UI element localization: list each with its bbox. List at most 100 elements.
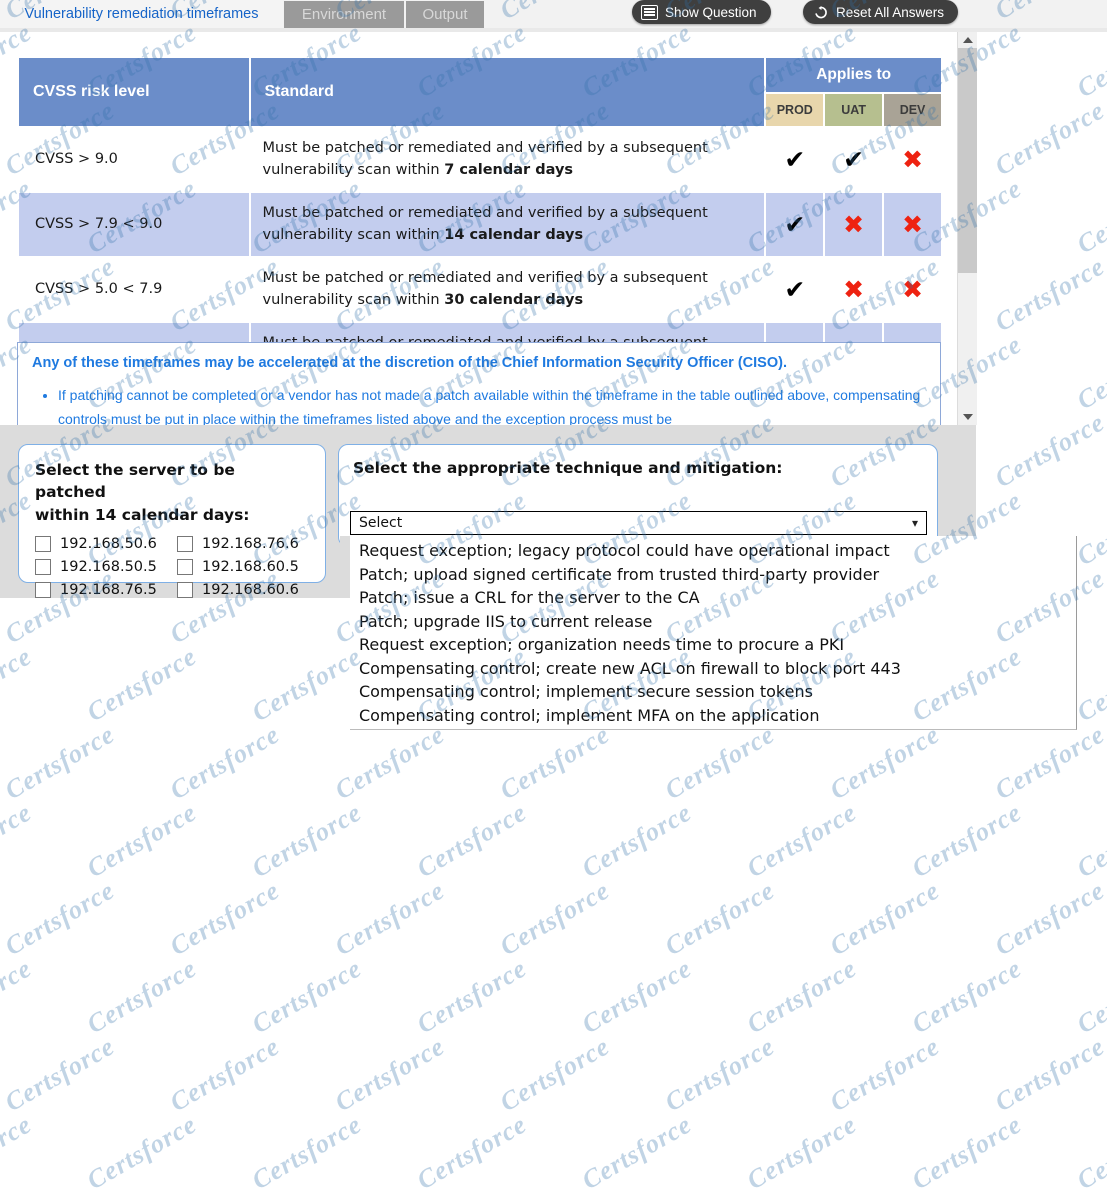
checkbox-row[interactable]: 192.168.60.5 (177, 559, 319, 576)
tab-output[interactable]: Output (406, 1, 484, 28)
cross-icon: ✖ (902, 209, 924, 239)
watermark-text: Certsforce (247, 641, 367, 728)
dropdown-option[interactable]: Compensating control; create new ACL on … (359, 658, 901, 678)
checkbox-192-168-50-5[interactable] (35, 559, 51, 576)
watermark-text: Certsforce (495, 1031, 615, 1118)
technique-panel-title: Select the appropriate technique and mit… (353, 459, 783, 477)
watermark-text: Certsforce (1072, 173, 1107, 260)
dropdown-option[interactable]: Compensating control; implement secure s… (359, 682, 813, 701)
dropdown-option[interactable]: Patch; upload signed certificate from tr… (359, 564, 880, 584)
watermark-text: Certsforce (0, 1109, 37, 1196)
note-bullet: If patching cannot be completed or a ven… (58, 383, 926, 425)
table-row: CVSS > 5.0 < 7.9 Must be patched or reme… (19, 257, 941, 321)
cell-dev-mark: ✖ (884, 128, 941, 191)
dropdown-option[interactable]: Patch; upgrade IIS to current release (359, 611, 653, 631)
table-subheader-row: PROD UAT DEV (19, 94, 941, 126)
watermark-text: Certsforce (0, 797, 37, 884)
checkbox-row[interactable]: 192.168.50.6 (35, 536, 177, 553)
watermark-text: Certsforce (0, 953, 37, 1040)
checkbox-192-168-60-6[interactable] (177, 582, 193, 599)
tab-vulnerability-remediation-timeframes[interactable]: Vulnerability remediation timeframes (0, 0, 283, 28)
table-row: CVSS > 7.9 < 9.0 Must be patched or reme… (19, 192, 941, 256)
checkbox-192-168-76-6[interactable] (177, 536, 193, 553)
dropdown-option[interactable]: Patch; issue a CRL for the server to the… (359, 588, 700, 607)
watermark-text: Certsforce (990, 95, 1107, 182)
checkbox-label: 192.168.50.6 (60, 536, 157, 553)
chevron-down-icon (962, 414, 973, 420)
header-env-uat: UAT (825, 94, 883, 126)
watermark-text: Certsforce (907, 797, 1027, 884)
technique-dropdown-list[interactable]: Request exception; legacy protocol could… (350, 536, 1077, 730)
reset-all-answers-button[interactable]: Reset All Answers (803, 0, 959, 24)
watermark-text: Certsforce (742, 797, 862, 884)
dropdown-option[interactable]: Request exception; organization needs ti… (359, 635, 845, 654)
watermark-text: Certsforce (0, 641, 37, 728)
cell-standard: Must be patched or remediated and verifi… (250, 128, 765, 191)
watermark-text: Certsforce (1072, 797, 1107, 884)
checkbox-192-168-50-6[interactable] (35, 536, 51, 553)
tab-environment[interactable]: Environment (284, 1, 404, 28)
standard-timeframe: 7 calendar days (444, 162, 574, 179)
checkbox-192-168-76-5[interactable] (35, 582, 51, 599)
cross-icon: ✖ (843, 209, 865, 239)
content-scroll-pane: CVSS risk level Standard Applies to PROD… (0, 32, 976, 425)
standard-text: Must be patched or remediated and verifi… (262, 269, 708, 309)
watermark-text: Certsforce (990, 875, 1107, 962)
standard-timeframe: 30 calendar days (444, 292, 584, 309)
checkbox-label: 192.168.50.5 (60, 559, 157, 576)
watermark-text: Certsforce (1072, 641, 1107, 728)
vertical-scrollbar[interactable] (957, 32, 977, 425)
watermark-text: Certsforce (330, 719, 450, 806)
reset-all-answers-label: Reset All Answers (836, 4, 945, 20)
header-standard: Standard (250, 58, 765, 126)
checkbox-row[interactable]: 192.168.60.6 (177, 582, 319, 599)
check-icon: ✔ (843, 144, 865, 174)
scroll-down-button[interactable] (958, 409, 977, 425)
watermark-text: Certsforce (577, 797, 697, 884)
remediation-table: CVSS risk level Standard Applies to PROD… (17, 56, 943, 388)
cross-icon: ✖ (902, 274, 924, 304)
cell-risk-level: CVSS > 5.0 < 7.9 (19, 257, 249, 321)
watermark-text: Certsforce (577, 1109, 697, 1196)
cell-dev-mark: ✖ (884, 257, 941, 321)
watermark-text: Certsforce (660, 875, 780, 962)
watermark-text: Certsforce (990, 251, 1107, 338)
watermark-text: Certsforce (165, 719, 285, 806)
checkbox-192-168-60-5[interactable] (177, 559, 193, 576)
watermark-text: Certsforce (1072, 485, 1107, 572)
watermark-text: Certsforce (742, 953, 862, 1040)
technique-select-value: Select (359, 515, 403, 531)
check-icon: ✔ (784, 144, 806, 174)
server-panel-title: Select the server to be patched within 1… (35, 459, 309, 526)
watermark-text: Certsforce (0, 719, 120, 806)
chevron-up-icon (962, 37, 973, 43)
watermark-text: Certsforce (990, 1031, 1107, 1118)
watermark-text: Certsforce (247, 953, 367, 1040)
toolbar-underline (0, 28, 1107, 32)
checkbox-row[interactable]: 192.168.50.5 (35, 559, 177, 576)
cell-risk-level: CVSS > 7.9 < 9.0 (19, 192, 249, 256)
checkbox-row[interactable]: 192.168.76.5 (35, 582, 177, 599)
checkbox-row[interactable]: 192.168.76.6 (177, 536, 319, 553)
cross-icon: ✖ (843, 274, 865, 304)
watermark-text: Certsforce (412, 797, 532, 884)
dropdown-left-gutter (340, 536, 350, 598)
watermark-text: Certsforce (660, 1031, 780, 1118)
dropdown-option[interactable]: Compensating control; implement MFA on t… (359, 705, 820, 725)
cell-prod-mark: ✔ (766, 257, 824, 321)
dropdown-option[interactable]: Request exception; legacy protocol could… (359, 541, 890, 560)
cell-uat-mark: ✔ (825, 128, 883, 191)
technique-select[interactable]: Select ▾ (350, 511, 927, 535)
scrollbar-thumb[interactable] (958, 48, 977, 273)
watermark-text: Certsforce (330, 875, 450, 962)
watermark-text: Certsforce (412, 953, 532, 1040)
show-question-button[interactable]: Show Question (632, 0, 771, 24)
cell-standard: Must be patched or remediated and verifi… (250, 257, 765, 321)
server-panel-title-line1: Select the server to be patched (35, 461, 235, 502)
standard-text: Must be patched or remediated and verifi… (262, 204, 708, 244)
watermark-text: Certsforce (0, 875, 120, 962)
scroll-up-button[interactable] (958, 32, 977, 48)
show-question-label: Show Question (665, 4, 757, 20)
watermark-text: Certsforce (247, 1109, 367, 1196)
checkbox-label: 192.168.60.6 (202, 582, 299, 599)
